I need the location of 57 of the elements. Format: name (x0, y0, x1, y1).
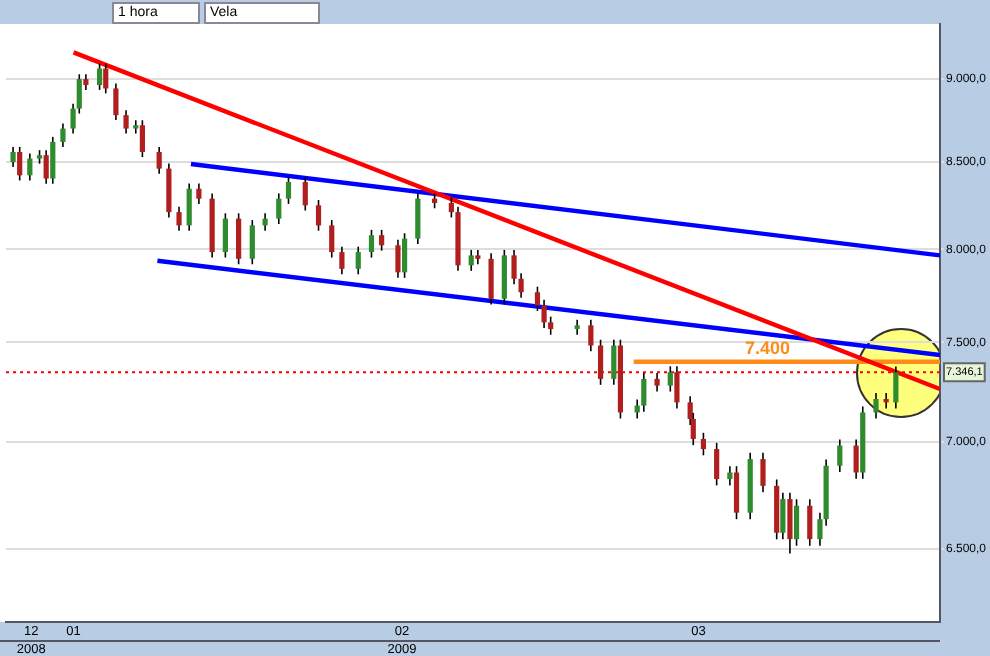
candlestick (714, 442, 720, 487)
candlestick (276, 192, 282, 225)
candlestick (415, 192, 421, 245)
candlestick (401, 232, 408, 279)
candlestick (96, 62, 103, 91)
candlestick (501, 249, 507, 306)
candlestick (236, 212, 242, 266)
candlestick (873, 392, 879, 420)
candlestick (103, 62, 109, 95)
candlestick (176, 206, 182, 232)
candlestick (574, 318, 580, 336)
candlestick (50, 136, 56, 185)
candlestick (733, 465, 740, 520)
candlestick (837, 438, 843, 473)
candlestick (674, 365, 680, 410)
candlestick (113, 82, 119, 121)
candlestick (186, 182, 192, 232)
candlestick (27, 152, 33, 182)
candlestick (249, 219, 255, 266)
candlestick (368, 229, 375, 259)
candlestick (700, 432, 707, 457)
annotation: 7.400 (744, 337, 790, 358)
candlestick (302, 176, 308, 212)
candlestick (329, 219, 335, 259)
candlestick (43, 149, 49, 185)
candlestick (355, 245, 361, 276)
candlestick (196, 182, 202, 205)
candlestick (156, 146, 162, 175)
candlestick (339, 245, 345, 276)
candlestick (285, 176, 292, 205)
candlestick (468, 249, 474, 272)
candlestick (10, 146, 16, 168)
candlestick (893, 365, 899, 410)
candlestick (787, 491, 793, 555)
candlestick (379, 229, 385, 252)
candlestick (222, 212, 228, 259)
candlestick (780, 491, 786, 541)
candlestick (774, 478, 780, 541)
candlestick (60, 122, 66, 148)
candlestick (588, 318, 594, 353)
candlestick (123, 109, 129, 135)
candlestick (853, 438, 859, 480)
candlestick (641, 372, 647, 413)
candlestick (166, 162, 172, 219)
candlestick (133, 119, 139, 135)
candlestick (760, 452, 766, 494)
candlestick (597, 338, 604, 386)
candlestick (488, 252, 494, 306)
candlestick (793, 498, 800, 547)
candlestick (667, 365, 673, 393)
candlestick (654, 372, 660, 393)
candlestick (807, 498, 813, 547)
candlestick (315, 199, 322, 232)
candlestick (17, 146, 23, 182)
candlestick (395, 239, 401, 279)
candlestick (139, 119, 145, 158)
candlestick (611, 338, 617, 386)
